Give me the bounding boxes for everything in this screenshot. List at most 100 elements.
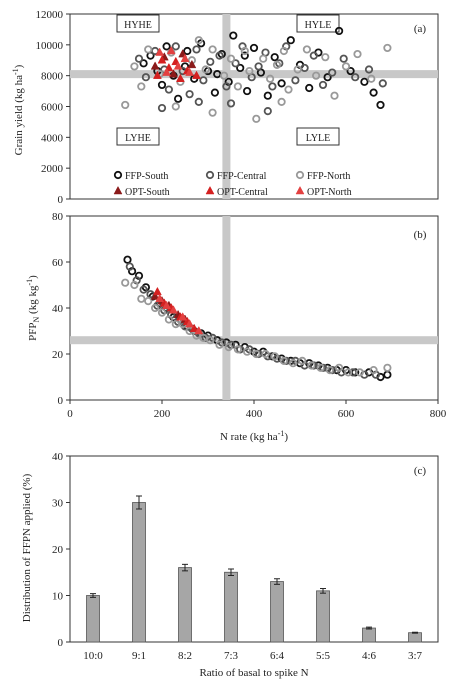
data-point (220, 71, 229, 80)
data-point (157, 103, 167, 113)
data-point (376, 100, 385, 110)
data-point (286, 36, 295, 45)
y-tick-label: 30 (52, 498, 64, 510)
data-point (185, 319, 195, 328)
panel-b-xlabel-main: N rate (kg ha (220, 431, 278, 443)
bar (408, 632, 422, 643)
vertical-threshold-band (222, 14, 231, 199)
data-point (162, 300, 172, 309)
data-point (137, 294, 146, 303)
panel-c-y-axis-label: Distribution of FFPN applied (%) (21, 473, 33, 622)
data-point (240, 46, 249, 56)
panel-a-quadrant-labels: HYHE HYLE LYHE LYLE (116, 14, 340, 146)
data-point (144, 296, 153, 306)
data-point (199, 76, 208, 85)
panel-b-x-ticks: 0 200 400 600 800 (67, 400, 447, 420)
quadrant-label-top-left: HYHE (116, 14, 160, 33)
data-point (169, 69, 178, 78)
data-point (171, 102, 180, 111)
y-tick-label: 0 (58, 194, 64, 206)
series-ffp-central (134, 42, 387, 116)
data-point (344, 368, 353, 377)
series-ffp-north (121, 278, 392, 377)
bar-group-10-0 (86, 593, 100, 643)
panel-a-points (121, 26, 392, 123)
panel-b-y-ticks: 0 20 40 60 80 (52, 211, 70, 407)
data-point (291, 76, 300, 85)
data-point (330, 91, 339, 100)
data-point (151, 303, 160, 313)
y-tick-label: 0 (58, 637, 64, 649)
panel-a-ylabel-sup: -1 (11, 68, 20, 75)
bar (270, 581, 284, 643)
quadrant-label-bottom-right: LYLE (296, 127, 340, 146)
data-point (268, 82, 277, 91)
x-tick-label: 400 (246, 408, 263, 420)
data-point (121, 278, 130, 287)
data-point (155, 293, 165, 303)
quadrant-label-text: HYLE (305, 20, 332, 31)
panel-a-ylabel-main: Grain yield (kg ha (13, 75, 25, 155)
panel-c-x-axis-label: Ratio of basal to spike N (199, 667, 308, 679)
bar (132, 502, 146, 643)
legend-label: OPT-North (307, 187, 352, 198)
data-point (277, 79, 286, 88)
x-tick-label: 3:7 (408, 650, 423, 662)
data-point (185, 90, 194, 99)
quadrant-label-text: HYHE (124, 20, 152, 31)
data-point (270, 53, 279, 62)
data-point (321, 53, 330, 62)
data-point (185, 67, 195, 76)
x-tick-label: 7:3 (224, 650, 239, 662)
data-point (187, 59, 197, 69)
x-tick-label: 8:2 (178, 650, 192, 662)
data-point (378, 79, 387, 88)
panel-b-ylabel-mid: (kg kg (27, 285, 39, 317)
data-point (210, 88, 219, 97)
data-point (236, 63, 245, 73)
bar (362, 627, 376, 643)
data-point (206, 57, 215, 66)
x-tick-label: 800 (430, 408, 447, 420)
quadrant-label-box (296, 127, 340, 146)
legend-marker (205, 185, 215, 195)
data-point (360, 77, 369, 86)
data-point (231, 59, 240, 68)
data-point (265, 74, 275, 83)
panel-b-x-axis-label: N rate (kg ha-1) (220, 429, 288, 443)
data-point (325, 365, 334, 375)
data-point (270, 352, 279, 361)
legend-item-ffp-central: FFP-Central (205, 170, 267, 182)
data-point (346, 66, 355, 76)
x-tick-label: 600 (338, 408, 355, 420)
data-point (272, 60, 282, 69)
bar-group-5-5 (316, 588, 330, 643)
data-point (305, 83, 314, 93)
data-point (261, 349, 270, 359)
data-point (121, 100, 130, 110)
data-point (130, 62, 139, 71)
data-point (249, 43, 259, 53)
data-point (383, 363, 392, 372)
data-point (224, 342, 233, 352)
data-point (252, 114, 261, 123)
series-ffp-south (123, 255, 392, 382)
data-point (192, 45, 201, 54)
x-tick-label: 200 (154, 408, 171, 420)
data-point (298, 356, 307, 365)
data-point (226, 54, 236, 63)
quadrant-label-top-right: HYLE (296, 14, 340, 33)
data-point (233, 82, 242, 91)
panel-b-y-axis-label: PFPN (kg kg-1) (25, 275, 41, 341)
data-point (157, 308, 167, 317)
quadrant-label-text: LYHE (125, 133, 151, 144)
data-point (175, 73, 185, 82)
data-point (364, 65, 374, 74)
data-point (174, 94, 183, 103)
data-point (355, 368, 364, 377)
panel-b-points (121, 255, 392, 382)
data-point (383, 43, 392, 53)
data-point (284, 85, 293, 94)
data-point (144, 45, 153, 54)
